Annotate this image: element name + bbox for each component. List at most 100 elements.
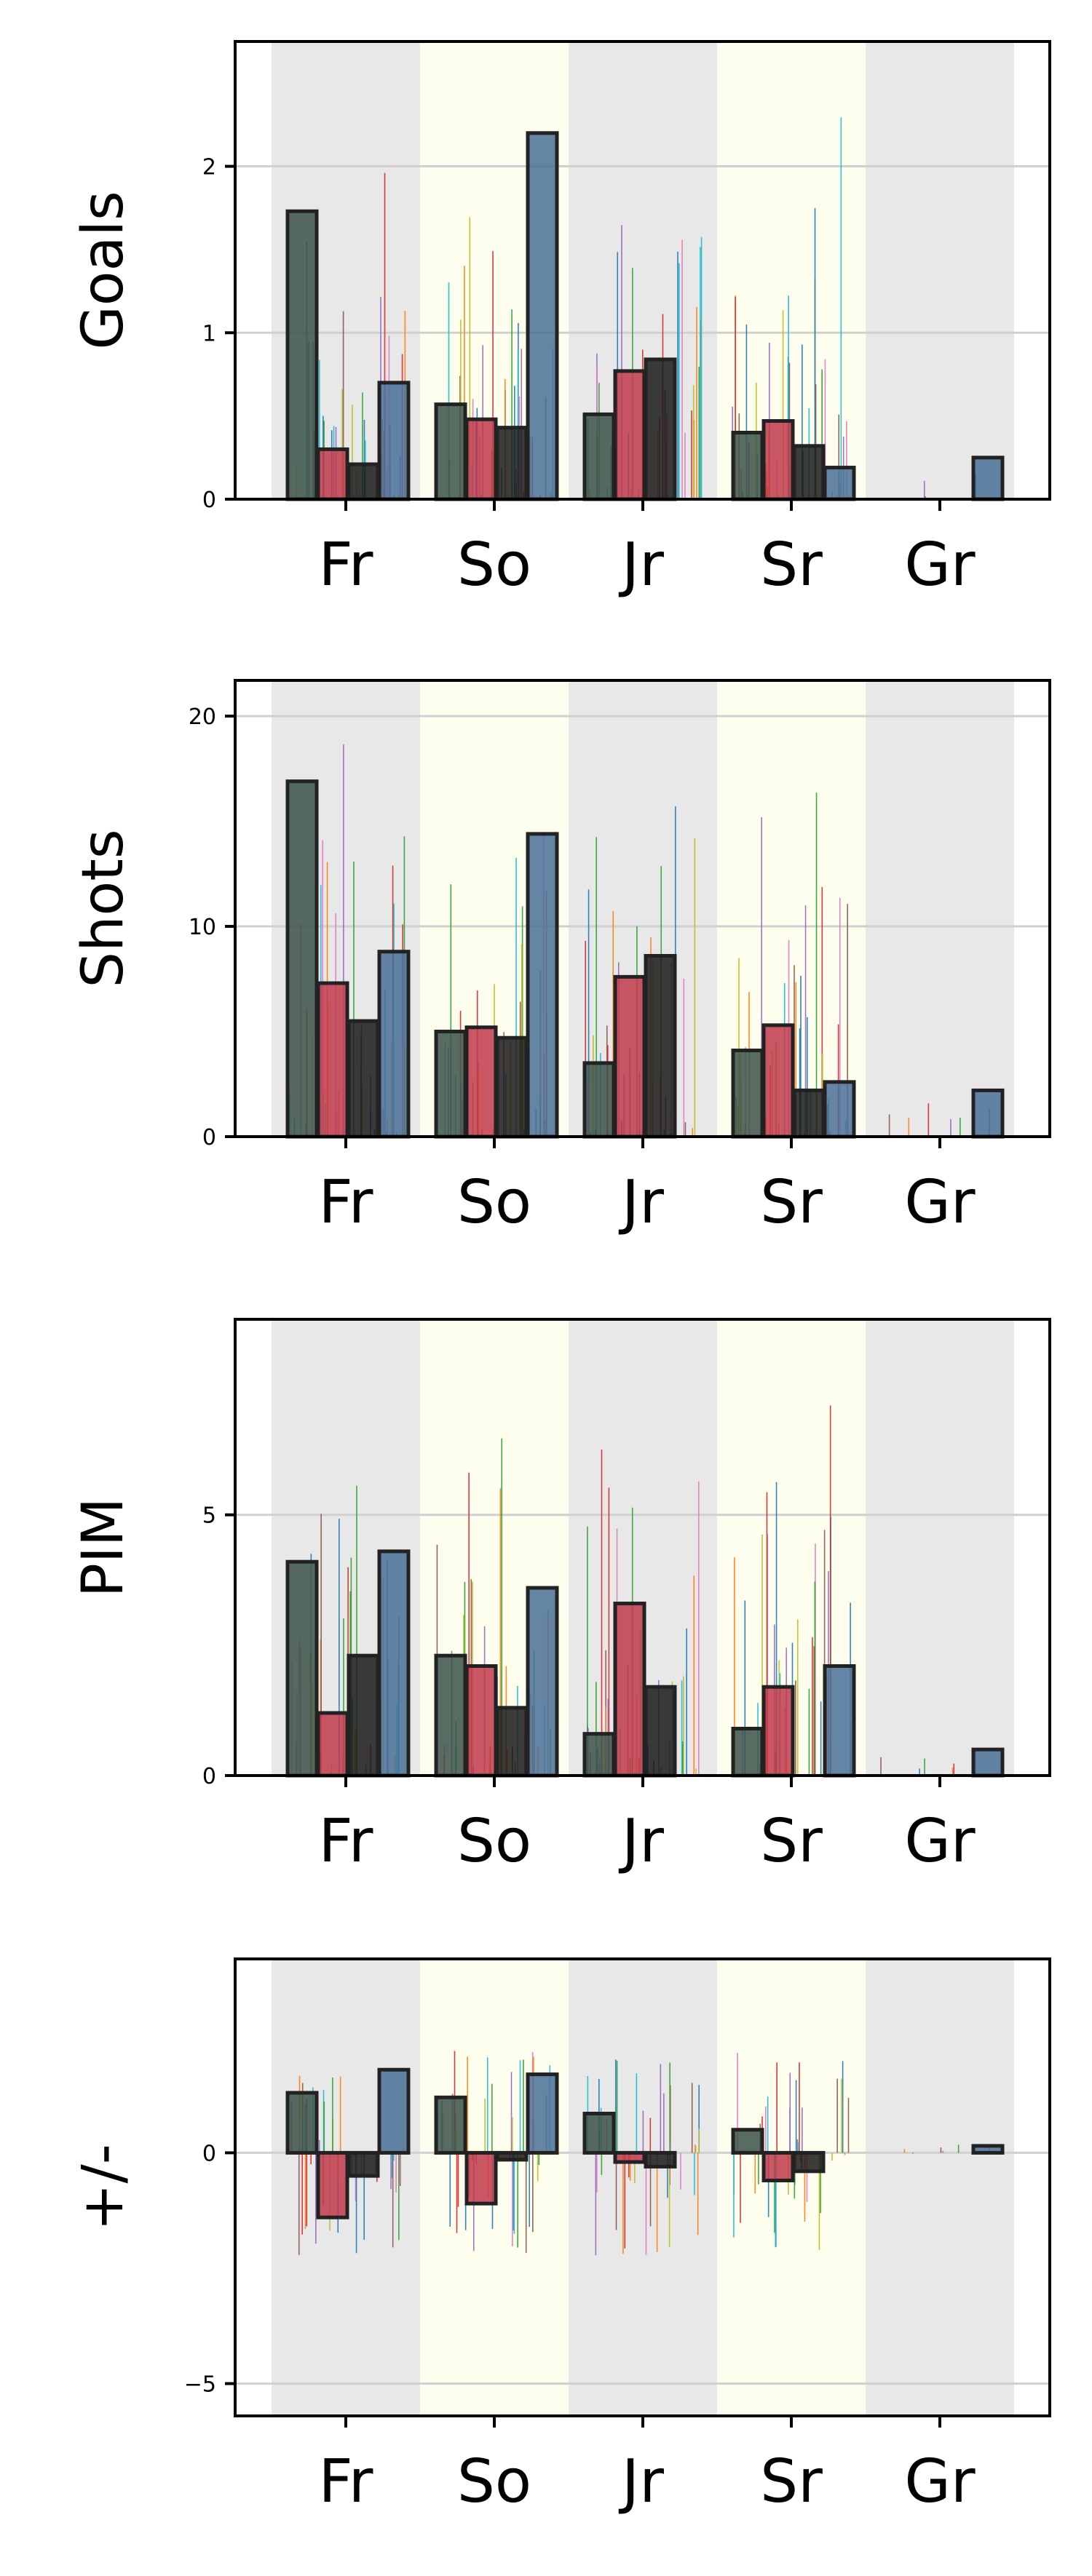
bar: [495, 426, 529, 501]
bar: [285, 1559, 319, 1778]
category-band: [569, 1959, 717, 2416]
bar: [644, 1685, 677, 1778]
bar: [792, 2150, 826, 2174]
x-tick-label: Gr: [904, 1807, 976, 1876]
bar: [761, 2150, 795, 2182]
x-tick-label: So: [457, 2447, 531, 2516]
bar: [823, 466, 856, 501]
bar: [495, 1706, 529, 1778]
bar: [582, 2112, 616, 2155]
bar: [731, 1727, 764, 1778]
category-band: [717, 1959, 866, 2416]
y-tick-label: 20: [189, 704, 216, 730]
bar: [971, 456, 1005, 501]
x-tick-label: Jr: [618, 1168, 664, 1237]
bar: [526, 131, 559, 501]
x-tick-label: So: [457, 530, 531, 600]
x-tick-label: Fr: [319, 1807, 373, 1876]
bar: [731, 1049, 764, 1139]
bar: [582, 412, 616, 501]
x-tick-label: So: [457, 1807, 531, 1876]
y-tick-label: 5: [202, 1503, 216, 1529]
bar: [434, 1030, 467, 1139]
bar: [347, 1019, 380, 1139]
bar: [792, 444, 826, 501]
x-tick-label: Jr: [618, 1807, 664, 1876]
bar: [316, 447, 349, 501]
category-band: [866, 1319, 1014, 1776]
x-tick-label: Sr: [760, 530, 823, 600]
bar: [971, 1088, 1005, 1139]
bar: [644, 2150, 677, 2168]
bar: [285, 209, 319, 501]
bar: [434, 402, 467, 501]
x-tick-label: Sr: [760, 1807, 823, 1876]
bar: [582, 1061, 616, 1139]
bar: [377, 950, 411, 1139]
bar: [582, 1732, 616, 1778]
y-tick-label: 0: [202, 1764, 216, 1789]
bar: [464, 1025, 498, 1139]
panel-2: 0 5 Fr So Jr Sr Gr PIM: [71, 1318, 1051, 1876]
bar: [495, 1035, 529, 1139]
bar: [731, 431, 764, 501]
y-tick-label: −5: [184, 2372, 216, 2398]
bar: [526, 832, 559, 1139]
bar: [761, 1685, 795, 1778]
bar: [464, 417, 498, 501]
bar: [971, 2144, 1005, 2155]
x-tick-label: Fr: [319, 1168, 373, 1237]
bar: [377, 2067, 411, 2155]
bar: [761, 1023, 795, 1139]
bar: [377, 1549, 411, 1778]
bar: [464, 1664, 498, 1778]
y-axis-label: +/-: [71, 2144, 136, 2231]
y-tick-label: 2: [202, 155, 216, 180]
bar: [377, 381, 411, 501]
category-band: [866, 1959, 1014, 2416]
bar: [613, 2150, 646, 2164]
bar: [823, 1664, 856, 1778]
category-band: [866, 680, 1014, 1137]
bar: [971, 1747, 1005, 1778]
x-tick-label: Fr: [319, 530, 373, 600]
y-axis-label: Shots: [71, 830, 136, 988]
x-tick-label: So: [457, 1168, 531, 1237]
x-tick-label: Sr: [760, 1168, 823, 1237]
x-tick-label: Gr: [904, 2447, 976, 2516]
bar: [285, 2091, 319, 2155]
bar: [644, 954, 677, 1139]
x-tick-label: Jr: [618, 2447, 664, 2516]
y-tick-label: 0: [202, 488, 216, 513]
bar: [731, 2128, 764, 2155]
panel-1: 0 10 20 Fr So Jr Sr Gr Shots: [71, 679, 1051, 1237]
bar: [464, 2150, 498, 2206]
bar: [347, 2150, 380, 2178]
panel-0: 0 1 2 Fr So Jr Sr Gr Goals: [71, 40, 1051, 600]
x-tick-label: Gr: [904, 1168, 976, 1237]
y-axis-label: Goals: [71, 191, 136, 349]
bar: [434, 2095, 467, 2155]
x-tick-label: Jr: [618, 530, 664, 600]
category-band: [866, 41, 1014, 499]
bar: [613, 1602, 646, 1778]
y-tick-label: 0: [202, 1125, 216, 1150]
bar: [792, 1088, 826, 1139]
y-tick-label: 10: [189, 915, 216, 940]
bar: [285, 779, 319, 1139]
bar: [495, 2150, 529, 2162]
x-tick-label: Gr: [904, 530, 976, 600]
bar: [316, 2150, 349, 2219]
bar: [347, 462, 380, 501]
bar: [526, 1586, 559, 1778]
bar: [613, 369, 646, 501]
bar: [761, 418, 795, 501]
bar: [316, 981, 349, 1139]
bar: [347, 1653, 380, 1778]
panel-3: −5 0 Fr So Jr Sr Gr +/-: [71, 1957, 1051, 2516]
y-tick-label: 1: [202, 321, 216, 346]
bar: [644, 357, 677, 501]
x-tick-label: Fr: [319, 2447, 373, 2516]
bar: [613, 974, 646, 1139]
